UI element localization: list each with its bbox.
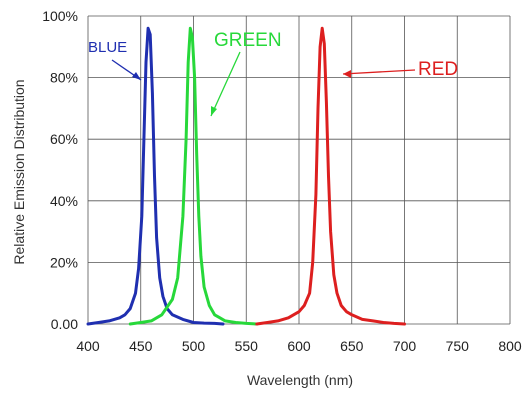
x-tick-label: 600 [287,338,311,354]
red-callout: RED [342,59,458,80]
series-lines [86,26,406,326]
y-tick-label: 0.00 [51,316,78,332]
x-tick-label: 400 [76,338,100,354]
red-callout-arrowhead [343,70,351,78]
blue-callout: BLUE [88,39,142,81]
red-callout-arrow [342,69,416,75]
series-label-blue: BLUE [88,39,127,56]
x-tick-label: 750 [446,338,470,354]
series-label-green: GREEN [214,30,282,51]
green-callout: GREEN [210,30,282,117]
x-tick-label: 550 [235,338,259,354]
y-axis-title: Relative Emission Distribution [11,79,27,264]
green-callout-arrow [210,51,241,117]
x-tick-label: 500 [182,338,206,354]
series-line-red [255,26,406,326]
blue-callout-arrowhead [132,72,141,80]
y-tick-labels: 0.00 20% 40% 60% 80% 100% [42,8,78,332]
green-callout-arrowhead [211,106,217,116]
x-axis-title: Wavelength (nm) [247,372,353,388]
y-tick-label: 100% [42,8,78,24]
x-tick-label: 450 [129,338,153,354]
x-tick-label: 800 [498,338,522,354]
x-tick-label: 650 [340,338,364,354]
y-tick-label: 60% [50,131,78,147]
series-line-green [128,26,259,326]
y-tick-label: 40% [50,193,78,209]
x-tick-labels: 400 450 500 550 600 650 700 750 800 [76,338,522,354]
y-tick-label: 20% [50,254,78,270]
series-label-red: RED [418,59,458,80]
x-tick-label: 700 [393,338,417,354]
y-tick-label: 80% [50,70,78,86]
series-line-blue [86,26,225,326]
